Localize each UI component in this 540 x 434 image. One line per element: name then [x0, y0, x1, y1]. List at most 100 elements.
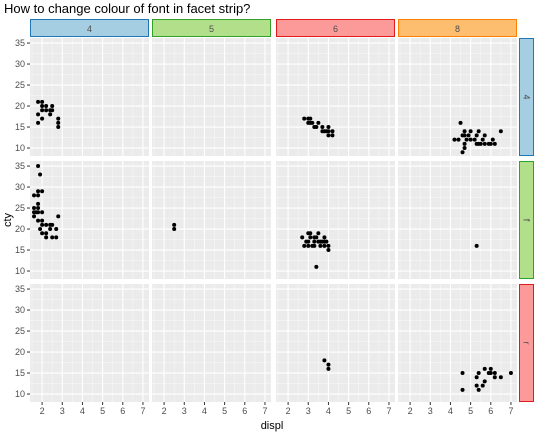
panel-background	[30, 38, 149, 156]
data-point	[314, 235, 319, 240]
data-point	[482, 133, 487, 138]
data-point	[36, 164, 41, 169]
x-tick-label: 3	[182, 406, 187, 416]
x-tick-label: 2	[408, 406, 413, 416]
data-point	[172, 227, 177, 232]
data-point	[326, 366, 331, 371]
facet-panel	[398, 284, 517, 402]
data-point	[40, 222, 45, 227]
y-tick-label: 20	[15, 347, 25, 357]
x-tick-label: 5	[100, 406, 105, 416]
data-point	[308, 235, 313, 240]
data-point	[476, 387, 481, 392]
facet-strip-col	[152, 19, 271, 37]
x-tick-label: 3	[60, 406, 65, 416]
data-point	[54, 227, 59, 232]
facet-strip-label: f	[522, 219, 532, 222]
facet-strip-col	[398, 19, 517, 37]
data-point	[308, 116, 313, 121]
facet-strip-label: 4	[87, 24, 92, 34]
data-point	[492, 375, 497, 380]
facet-strip-row	[519, 284, 534, 402]
x-tick-label: 2	[286, 406, 291, 416]
data-point	[50, 222, 55, 227]
data-point	[36, 193, 41, 198]
data-point	[36, 120, 41, 125]
data-point	[40, 104, 45, 109]
data-point	[474, 375, 479, 380]
panel-background	[30, 284, 149, 402]
x-tick-label: 4	[326, 406, 331, 416]
facet-panel	[152, 38, 271, 156]
data-point	[320, 129, 325, 134]
facet-strip-col	[30, 19, 149, 37]
data-point	[32, 193, 37, 198]
panel-background	[30, 161, 149, 279]
data-point	[56, 120, 61, 125]
data-point	[48, 112, 53, 117]
data-point	[462, 146, 467, 151]
data-point	[44, 222, 49, 227]
data-point	[472, 137, 477, 142]
x-tick-label: 4	[448, 406, 453, 416]
data-point	[314, 264, 319, 269]
x-axis-label: displ	[261, 420, 284, 432]
data-point	[306, 243, 311, 248]
data-point	[452, 137, 457, 142]
facet-panel	[276, 284, 395, 402]
data-point	[36, 112, 41, 117]
data-point	[314, 125, 319, 130]
facet-strips: 4 5 6 8 4 f r	[30, 19, 534, 402]
x-tick-label: 6	[120, 406, 125, 416]
data-point	[38, 227, 43, 232]
data-point	[316, 120, 321, 125]
data-point	[44, 104, 49, 109]
data-point	[38, 172, 43, 177]
data-point	[456, 137, 461, 142]
facet-strip-label: 6	[333, 24, 338, 34]
data-point	[326, 248, 331, 253]
x-tick-label: 7	[386, 406, 391, 416]
data-point	[482, 366, 487, 371]
x-tick-label: 7	[140, 406, 145, 416]
data-point	[508, 371, 513, 376]
facet-panels	[30, 38, 517, 402]
data-point	[36, 206, 41, 211]
data-point	[322, 243, 327, 248]
y-tick-label: 10	[15, 266, 25, 276]
x-tick-label: 6	[242, 406, 247, 416]
x-tick-label: 6	[488, 406, 493, 416]
y-tick-label: 30	[15, 305, 25, 315]
data-point	[330, 129, 335, 134]
data-point	[44, 231, 49, 236]
x-tick-label: 6	[366, 406, 371, 416]
y-tick-label: 15	[15, 245, 25, 255]
panel-background	[152, 38, 271, 156]
data-point	[468, 137, 473, 142]
data-point	[308, 231, 313, 236]
data-point	[464, 137, 469, 142]
data-point	[498, 129, 503, 134]
panel-background	[276, 284, 395, 402]
panel-background	[398, 284, 517, 402]
data-point	[312, 243, 317, 248]
y-tick-label: 15	[15, 368, 25, 378]
data-point	[44, 108, 49, 113]
facet-panel	[398, 38, 517, 156]
panel-background	[152, 161, 271, 279]
data-point	[32, 206, 37, 211]
facet-strip-label: 5	[209, 24, 214, 34]
data-point	[320, 239, 325, 244]
facet-panel	[276, 161, 395, 279]
x-tick-label: 4	[202, 406, 207, 416]
data-point	[320, 125, 325, 130]
data-point	[462, 129, 467, 134]
data-point	[312, 239, 317, 244]
y-tick-label: 30	[15, 59, 25, 69]
data-point	[40, 108, 45, 113]
x-tick-label: 5	[346, 406, 351, 416]
panel-background	[152, 284, 271, 402]
data-point	[50, 108, 55, 113]
data-point	[326, 243, 331, 248]
data-point	[460, 150, 465, 155]
